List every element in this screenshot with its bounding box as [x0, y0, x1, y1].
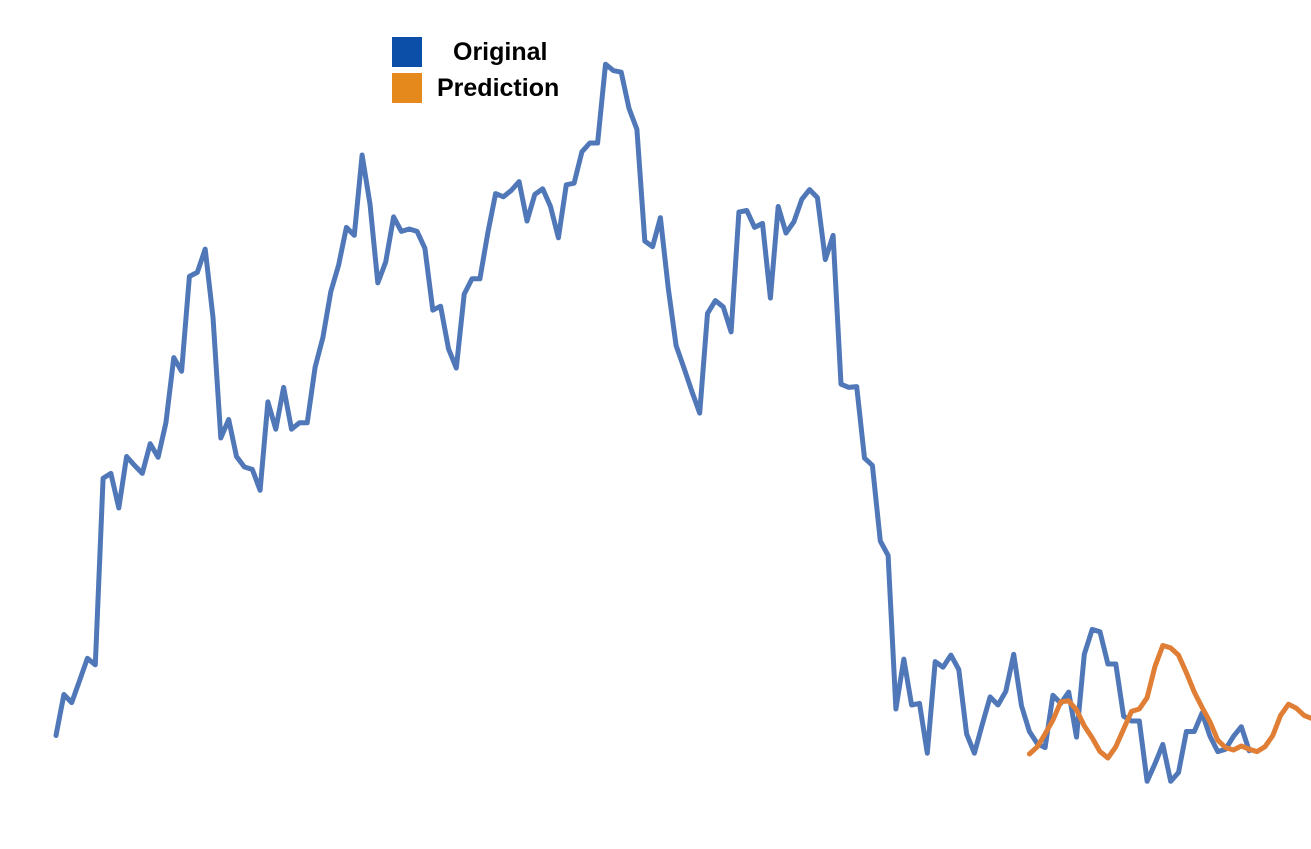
legend-item-prediction: Prediction	[392, 70, 559, 106]
legend-swatch-prediction	[392, 73, 422, 103]
legend: Original Prediction	[392, 34, 559, 106]
legend-item-original: Original	[392, 34, 559, 70]
legend-swatch-original	[392, 37, 422, 67]
series-line-original	[53, 61, 1252, 784]
legend-label-prediction: Prediction	[437, 73, 560, 102]
legend-label-original: Original	[453, 37, 548, 66]
series-line-prediction	[1026, 643, 1311, 761]
